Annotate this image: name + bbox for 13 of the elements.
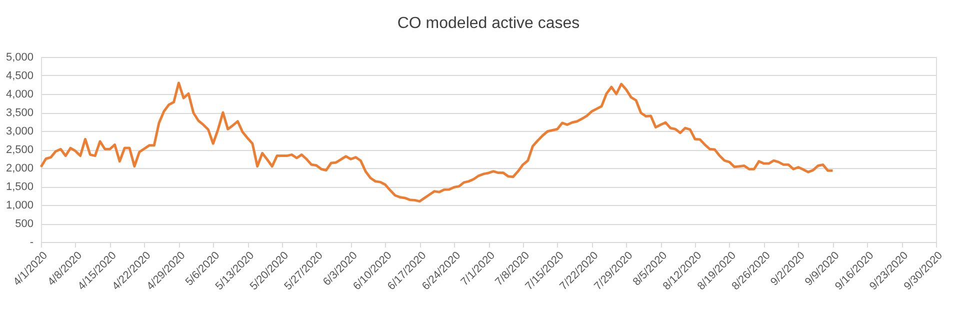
chart-title: CO modeled active cases	[397, 15, 580, 32]
y-tick-label: 4,000	[6, 88, 34, 100]
y-tick-label: 2,000	[6, 162, 34, 174]
y-tick-label: 1,500	[6, 181, 34, 193]
y-tick-label: 3,000	[6, 126, 34, 138]
y-tick-label: 2,500	[6, 144, 34, 156]
line-series	[40, 82, 834, 203]
y-tick-label: 5,000	[6, 52, 34, 64]
y-tick-label: -	[30, 236, 34, 248]
y-tick-label: 4,500	[6, 70, 34, 82]
y-tick-label: 1,000	[6, 200, 34, 212]
y-tick-label: 3,500	[6, 107, 34, 119]
y-tick-label: 500	[15, 218, 34, 230]
